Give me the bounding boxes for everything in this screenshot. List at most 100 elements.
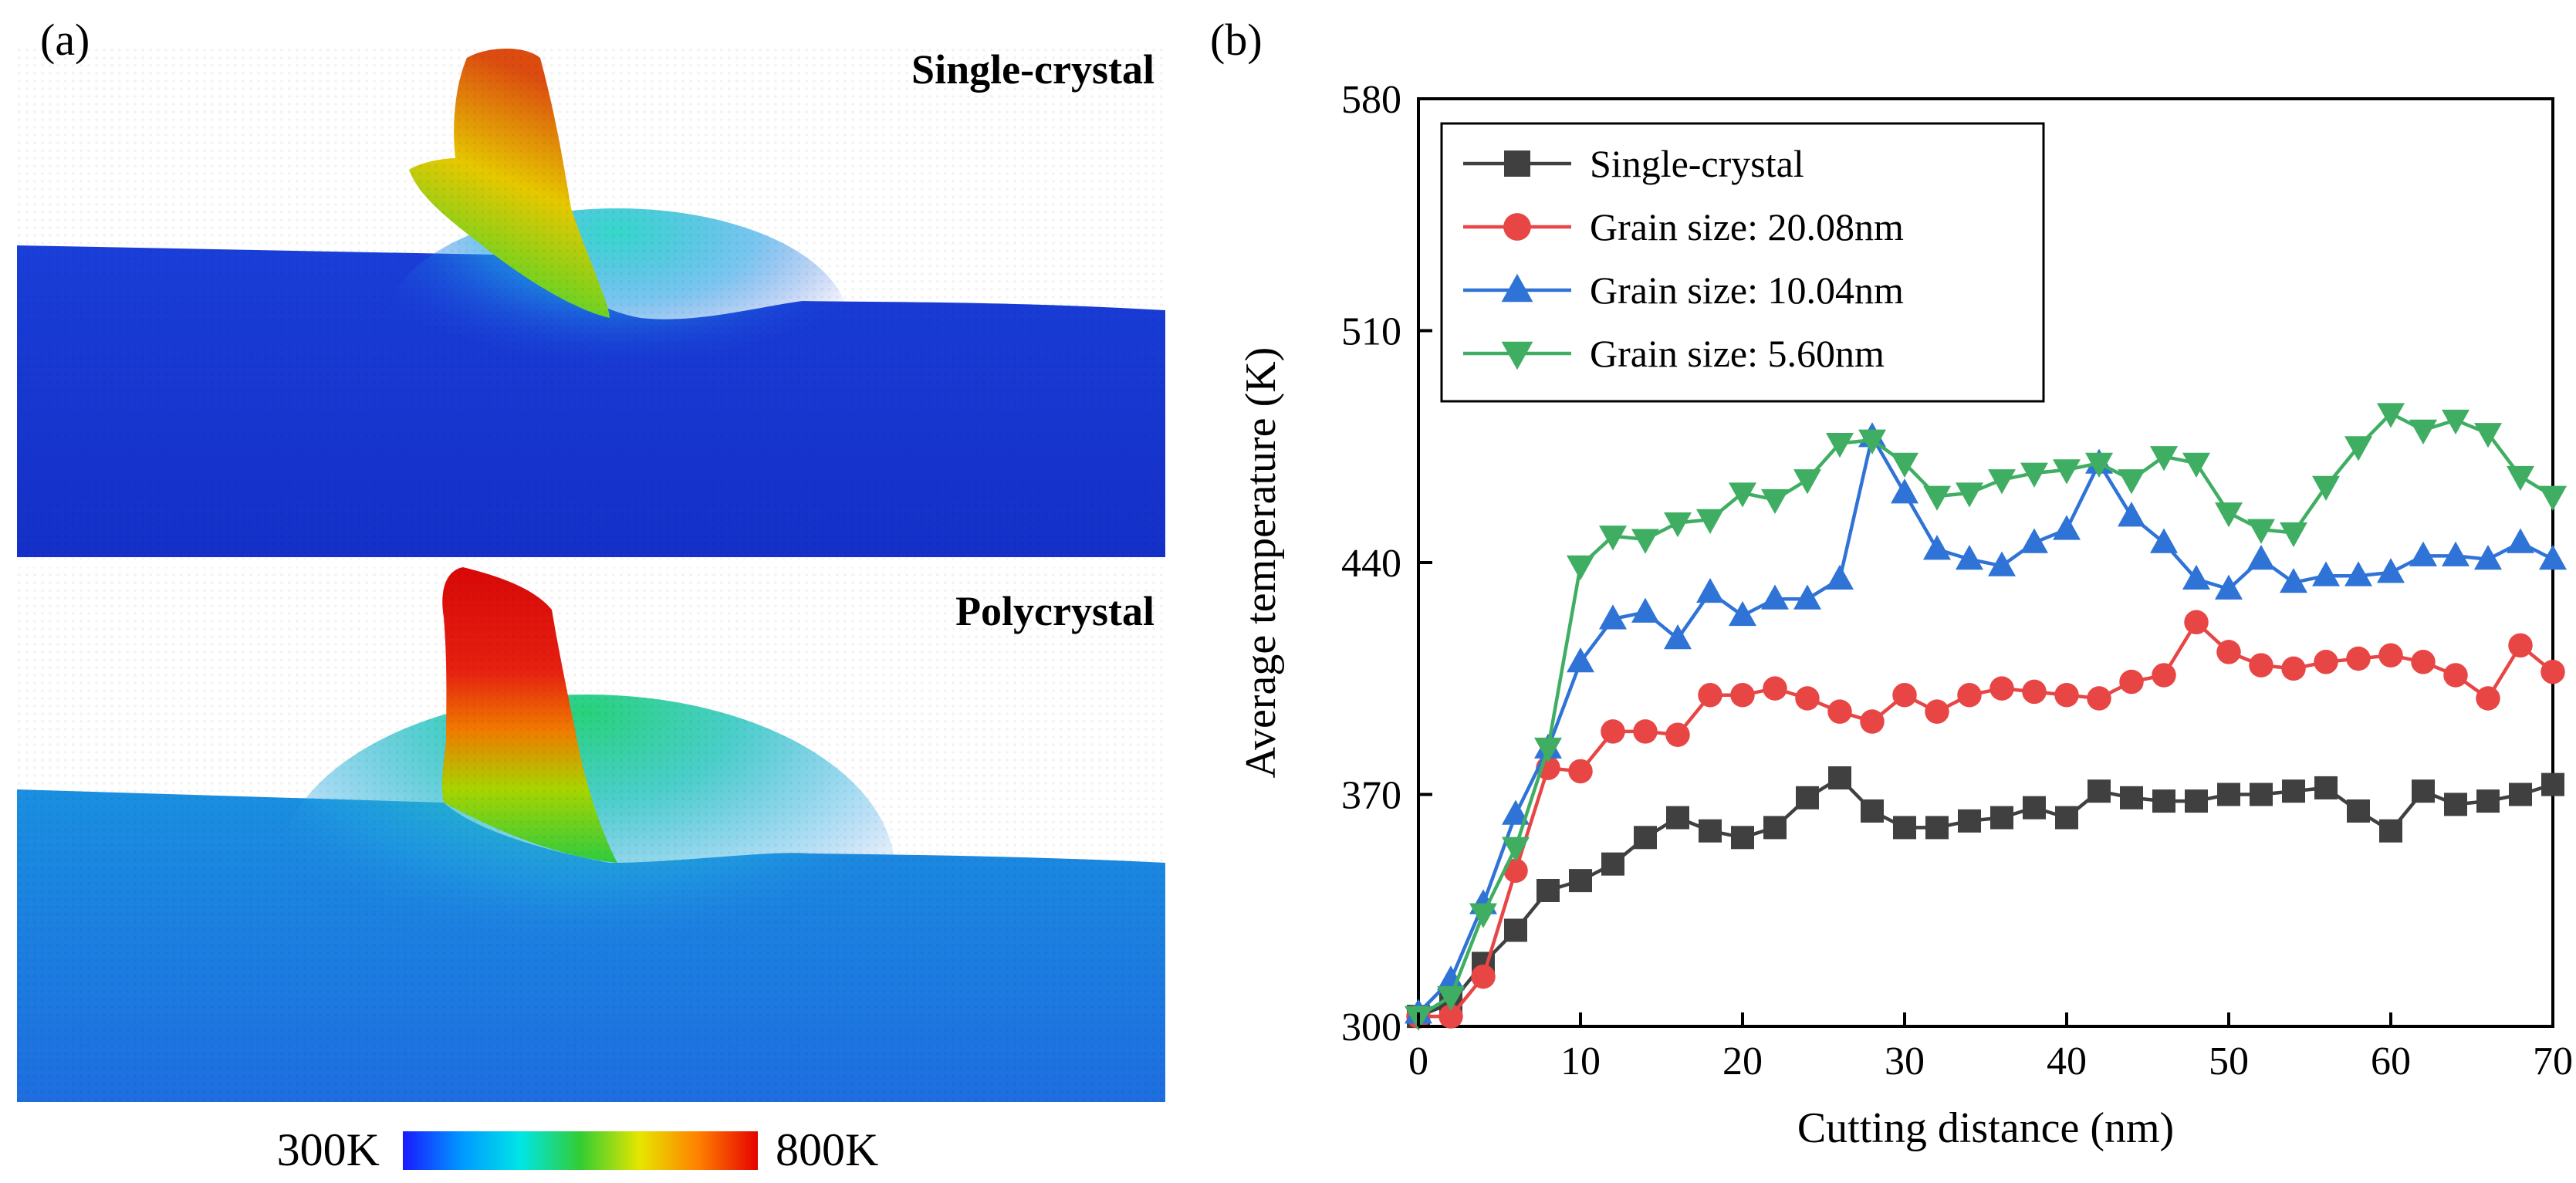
data-point bbox=[1957, 682, 1982, 708]
single-crystal-snapshot bbox=[17, 46, 1167, 559]
y-tick-label: 580 bbox=[1341, 78, 1401, 122]
data-point bbox=[2411, 650, 2436, 674]
data-point bbox=[2088, 779, 2111, 803]
data-point bbox=[1502, 799, 1530, 825]
data-point bbox=[1534, 737, 1562, 763]
data-point bbox=[1891, 452, 1918, 478]
data-point bbox=[1438, 1004, 1463, 1029]
data-point bbox=[2215, 574, 2243, 600]
data-point bbox=[1925, 816, 1949, 840]
data-point bbox=[1893, 816, 1916, 840]
data-point bbox=[1698, 682, 1722, 708]
data-point bbox=[2442, 541, 2470, 566]
x-tick-label: 50 bbox=[2209, 1039, 2249, 1083]
data-point bbox=[2443, 663, 2468, 688]
data-point bbox=[2378, 643, 2403, 668]
data-point bbox=[1696, 509, 1724, 534]
data-point bbox=[1699, 819, 1722, 843]
data-point bbox=[1599, 526, 1627, 551]
data-point bbox=[2249, 653, 2273, 678]
series-layer bbox=[1405, 403, 2567, 1031]
data-point bbox=[2474, 423, 2502, 448]
data-point bbox=[1569, 869, 1592, 893]
data-point bbox=[1503, 858, 1528, 883]
data-point bbox=[2314, 776, 2338, 799]
data-point bbox=[1633, 719, 1658, 744]
data-point bbox=[2216, 640, 2241, 664]
data-point bbox=[1925, 699, 1949, 724]
data-point bbox=[2476, 789, 2500, 813]
data-point bbox=[2344, 561, 2372, 586]
data-point bbox=[1958, 809, 1981, 833]
data-point bbox=[2539, 485, 2567, 511]
data-point bbox=[2541, 659, 2565, 684]
data-point bbox=[1504, 918, 1527, 942]
simulation-snapshots: Single-crystal Polycrystal 300K 800K bbox=[17, 46, 1167, 1175]
data-point bbox=[1860, 709, 1885, 734]
data-point bbox=[2182, 452, 2210, 478]
data-point bbox=[2118, 502, 2145, 527]
data-point bbox=[1568, 759, 1593, 784]
data-point bbox=[2054, 682, 2079, 708]
data-point bbox=[2312, 475, 2340, 502]
data-point bbox=[1437, 985, 1465, 1012]
x-tick-label: 70 bbox=[2533, 1039, 2573, 1083]
series-line bbox=[1418, 776, 2554, 1019]
data-point bbox=[2022, 679, 2047, 705]
data-point bbox=[1763, 676, 1787, 701]
data-point bbox=[2442, 409, 2470, 435]
data-point bbox=[2474, 544, 2502, 570]
series-line bbox=[1417, 434, 2554, 1015]
legend-marker bbox=[1501, 273, 1533, 303]
data-point bbox=[1601, 719, 1625, 744]
data-point bbox=[2119, 669, 2144, 695]
y-tick-label: 440 bbox=[1341, 542, 1401, 586]
data-point bbox=[2508, 633, 2533, 658]
data-point bbox=[1793, 584, 1821, 610]
panel-b-label: (b) bbox=[1210, 15, 1263, 65]
data-point bbox=[2379, 819, 2402, 843]
data-point bbox=[2280, 522, 2307, 548]
data-point bbox=[1796, 786, 1819, 810]
data-point bbox=[2346, 646, 2371, 671]
data-point bbox=[2409, 541, 2437, 566]
data-point bbox=[1795, 686, 1820, 711]
data-point bbox=[2055, 806, 2078, 830]
data-point bbox=[2314, 650, 2338, 674]
legend-label: Grain size: 5.60nm bbox=[1590, 332, 1885, 375]
legend-label: Single-crystal bbox=[1590, 142, 1804, 185]
data-point bbox=[1601, 852, 1624, 876]
data-point bbox=[1827, 699, 1852, 724]
data-point bbox=[2217, 782, 2240, 806]
data-point bbox=[2409, 419, 2437, 445]
data-point bbox=[1730, 682, 1755, 708]
data-point bbox=[2444, 793, 2467, 816]
x-tick-label: 0 bbox=[1408, 1039, 1428, 1083]
series-line bbox=[1417, 411, 2554, 1019]
data-point bbox=[1631, 597, 1659, 623]
data-point bbox=[2509, 782, 2532, 806]
data-point bbox=[1665, 722, 1690, 747]
data-point bbox=[2250, 782, 2273, 806]
data-point bbox=[2507, 465, 2534, 492]
data-point bbox=[1891, 478, 1918, 504]
data-point bbox=[2344, 436, 2372, 461]
colorbar bbox=[403, 1131, 758, 1170]
data-point bbox=[2150, 528, 2178, 553]
data-point bbox=[1892, 682, 1917, 708]
data-point bbox=[1437, 965, 1465, 991]
x-tick-label: 10 bbox=[1560, 1039, 1601, 1083]
colorbar-min-label: 300K bbox=[277, 1124, 380, 1175]
y-tick-label: 300 bbox=[1341, 1006, 1401, 1049]
data-point bbox=[2541, 772, 2564, 796]
data-point bbox=[1471, 964, 1496, 989]
x-tick-label: 30 bbox=[1885, 1039, 1925, 1083]
data-point bbox=[1567, 647, 1594, 673]
data-point bbox=[2020, 528, 2048, 553]
data-point bbox=[1664, 624, 1692, 650]
y-axis-title: Average temperature (K) bbox=[1237, 347, 1285, 779]
data-point bbox=[1861, 799, 1884, 823]
y-tick-label: 510 bbox=[1341, 310, 1401, 354]
data-point bbox=[2118, 469, 2145, 495]
